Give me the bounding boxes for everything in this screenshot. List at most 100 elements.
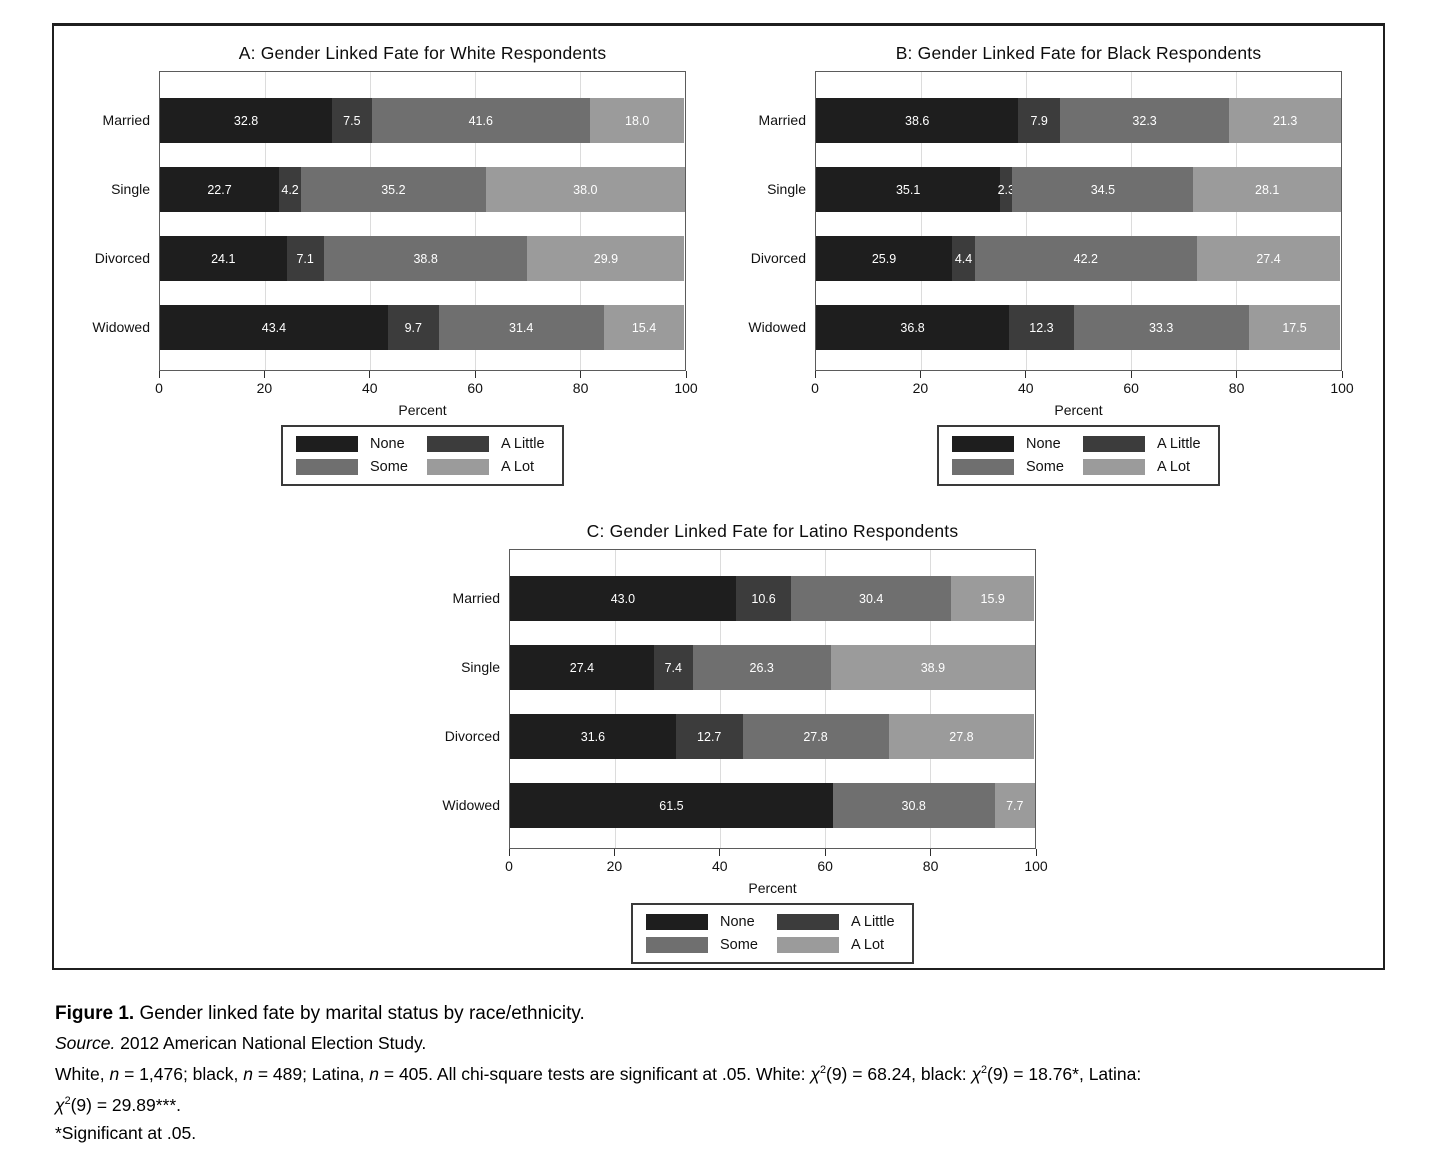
bar-row: 27.4 7.4 26.3 38.9 (510, 645, 1035, 690)
axis-tick-label: 80 (572, 380, 589, 396)
legend-entry: Some (296, 459, 421, 475)
axis-title: Percent (398, 402, 447, 418)
gridline (1026, 72, 1027, 370)
legend-swatch-none (952, 436, 1014, 452)
axis-tick (930, 849, 932, 856)
bar-value-label: 28.1 (1255, 182, 1280, 197)
axis-tick (814, 371, 816, 378)
y-axis-labels: Married Single Divorced Widowed (715, 71, 815, 371)
legend-label: A Little (1157, 436, 1201, 452)
caption-text: (9) = 29.89***. (70, 1095, 182, 1116)
bar-value-label: 10.6 (751, 591, 776, 606)
bar-value-label: 38.6 (905, 113, 930, 128)
bar-row: 35.1 2.3 34.5 28.1 (816, 167, 1341, 212)
category-label: Divorced (750, 249, 806, 266)
axis-tick (369, 371, 371, 378)
x-axis: 0 20 40 60 80 100 (811, 371, 1354, 402)
bar-row: 22.7 4.2 35.2 38.0 (160, 167, 685, 212)
bar-value-label: 12.7 (697, 729, 722, 744)
bar-value-label: 4.4 (954, 251, 973, 266)
bar-value-label: 15.9 (980, 591, 1005, 606)
axis-tick-label: 40 (362, 380, 378, 396)
axis-title: Percent (1054, 402, 1103, 418)
bar-segment-some: 34.5 (1012, 167, 1194, 212)
plot-area: 38.6 7.9 32.3 21.3 35.1 2.3 34.5 28.1 25.9 4.4 42.… (815, 71, 1342, 371)
plot-area: 43.0 10.6 30.4 15.9 27.4 7.4 26.3 38.9 31.6 12.7 2… (509, 549, 1036, 849)
gridline (475, 72, 476, 370)
figure-caption: Figure 1. Gender linked fate by marital … (55, 1000, 1405, 1147)
legend: None A Little Some A Lot (937, 425, 1220, 486)
axis-tick-label: 60 (817, 858, 833, 874)
bar-segment-some: 31.4 (438, 305, 604, 350)
bar-segment-a-little: 7.4 (653, 645, 693, 690)
caption-text: n (109, 1063, 120, 1084)
caption-text: Figure 1. (55, 1003, 135, 1024)
bar-segment-some: 30.4 (791, 576, 951, 621)
bar-segment-none: 36.8 (816, 305, 1010, 350)
bar-segment-a-little: 7.9 (1018, 98, 1060, 143)
bar-row: 38.6 7.9 32.3 21.3 (816, 98, 1341, 143)
legend-label: A Little (501, 436, 545, 452)
legend-label: None (370, 436, 405, 452)
gridline (615, 550, 616, 848)
legend-entry: A Little (777, 914, 902, 930)
y-axis-labels: Married Single Divorced Widowed (409, 549, 509, 849)
figure-panel: A: Gender Linked Fate for White Responde… (52, 23, 1385, 970)
axis-tick-label: 80 (922, 858, 939, 874)
bar-segment-none: 32.8 (160, 98, 333, 143)
axis-tick-label: 20 (606, 858, 623, 874)
bar-value-label: 2.3 (997, 182, 1015, 197)
bar-segment-a-little: 7.1 (286, 236, 324, 281)
axis-title: Percent (748, 880, 797, 896)
bar-segment-a-little: 2.3 (997, 167, 1015, 212)
bar-value-label: 42.2 (1073, 251, 1098, 266)
caption-text: 2012 American National Election Study. (115, 1032, 427, 1053)
bar-segment-none: 61.5 (510, 783, 833, 828)
bar-segment-some: 26.3 (692, 645, 831, 690)
caption-text: 2 (981, 1064, 988, 1076)
axis-tick-label: 0 (505, 858, 513, 874)
axis-tick-label: 40 (712, 858, 728, 874)
legend-swatch-some (296, 459, 358, 475)
axis-tick (580, 371, 582, 378)
bar-segment-some: 32.3 (1059, 98, 1230, 143)
legend-entry: Some (646, 937, 771, 953)
bar-segment-some: 38.8 (323, 236, 528, 281)
bar-segment-a-lot: 18.0 (589, 98, 685, 143)
gridline (930, 550, 931, 848)
category-label: Married (452, 589, 500, 606)
bar-segment-a-little: 12.3 (1009, 305, 1074, 350)
legend-label: A Lot (1157, 459, 1191, 475)
bar-segment-none: 31.6 (510, 714, 676, 759)
axis-tick-label: 100 (1330, 380, 1354, 396)
legend-label: Some (1026, 459, 1064, 475)
bar-value-label: 41.6 (468, 113, 493, 128)
bar-value-label: 38.9 (920, 660, 946, 675)
legend-entry: None (296, 436, 421, 452)
bar-segment-none: 24.1 (160, 236, 287, 281)
caption-line: χ2(9) = 29.89***. (55, 1088, 1405, 1119)
caption-text: χ (55, 1095, 65, 1116)
bar-segment-a-little: 4.2 (279, 167, 302, 212)
bar-segment-a-lot: 38.0 (485, 167, 685, 212)
bar-value-label: 22.7 (207, 182, 232, 197)
legend-entry: A Little (427, 436, 552, 452)
axis-tick-label: 40 (1018, 380, 1034, 396)
caption-text: Source. (55, 1032, 116, 1053)
axis-tick (508, 849, 510, 856)
bar-segment-none: 43.0 (510, 576, 736, 621)
bar-value-label: 7.5 (343, 113, 361, 128)
gridline (265, 72, 266, 370)
bar-value-label: 38.8 (413, 251, 438, 266)
axis-tick (1236, 371, 1238, 378)
bar-value-label: 43.4 (261, 320, 287, 335)
caption-line: White, n = 1,476; black, n = 489; Latina… (55, 1057, 1405, 1088)
plot-area: 32.8 7.5 41.6 18.0 22.7 4.2 35.2 38.0 24.1 7.1 38.… (159, 71, 686, 371)
bar-value-label: 33.3 (1148, 320, 1174, 335)
axis-tick (824, 849, 826, 856)
chart-title: A: Gender Linked Fate for White Responde… (238, 43, 607, 63)
bar-row: 24.1 7.1 38.8 29.9 (160, 236, 685, 281)
bar-value-label: 25.9 (871, 251, 897, 266)
bar-value-label: 7.9 (1030, 113, 1048, 128)
caption-text: = 1,476; black, (119, 1063, 244, 1084)
